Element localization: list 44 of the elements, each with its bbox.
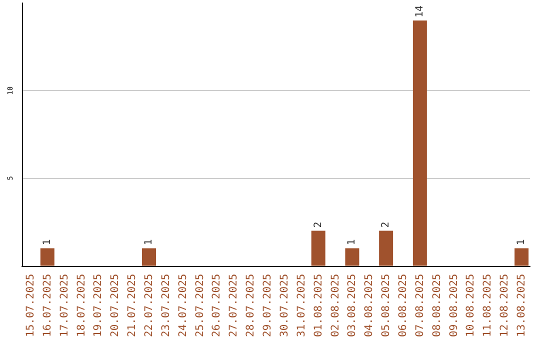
bar bbox=[311, 230, 326, 266]
data-label: 1 bbox=[346, 239, 358, 246]
x-tick-label: 17.07.2025 bbox=[58, 274, 70, 338]
x-tick-label: 03.08.2025 bbox=[346, 274, 358, 338]
x-tick-label: 24.07.2025 bbox=[176, 274, 189, 338]
x-tick-label: 22.07.2025 bbox=[143, 274, 155, 338]
x-tick-label: 12.08.2025 bbox=[498, 274, 511, 338]
x-tick-label: 05.08.2025 bbox=[380, 274, 392, 338]
x-tick-label: 02.08.2025 bbox=[329, 274, 342, 338]
data-label: 14 bbox=[414, 5, 426, 18]
x-tick-label: 08.08.2025 bbox=[430, 274, 443, 338]
x-tick-label: 28.07.2025 bbox=[244, 274, 257, 338]
x-tick-label: 04.08.2025 bbox=[363, 274, 376, 338]
bar bbox=[514, 248, 529, 266]
x-tick-label: 31.07.2025 bbox=[295, 274, 308, 338]
data-label: 2 bbox=[380, 222, 392, 228]
x-tick-label: 21.07.2025 bbox=[126, 274, 138, 338]
x-tick-label: 19.07.2025 bbox=[92, 274, 104, 338]
data-label: 1 bbox=[42, 239, 53, 246]
x-tick-label: 15.07.2025 bbox=[24, 274, 36, 338]
x-tick-label: 29.07.2025 bbox=[262, 274, 274, 338]
x-tick-label: 27.07.2025 bbox=[228, 274, 240, 338]
x-tick-label: 18.07.2025 bbox=[75, 274, 88, 338]
data-label: 2 bbox=[312, 222, 324, 228]
x-tick-label: 23.07.2025 bbox=[160, 274, 172, 338]
x-tick-label: 11.08.2025 bbox=[482, 274, 494, 338]
x-tick-label: 06.08.2025 bbox=[397, 274, 409, 338]
x-tick-label: 25.07.2025 bbox=[194, 274, 206, 338]
x-tick-label: 01.08.2025 bbox=[312, 274, 324, 338]
bar bbox=[412, 20, 427, 266]
x-tick-label: 30.07.2025 bbox=[278, 274, 290, 338]
data-label: 1 bbox=[516, 239, 528, 246]
x-tick-label: 13.08.2025 bbox=[516, 274, 528, 338]
x-tick-label: 07.08.2025 bbox=[414, 274, 426, 338]
x-tick-label: 20.07.2025 bbox=[109, 274, 122, 338]
x-tick-label: 10.08.2025 bbox=[464, 274, 477, 338]
bar bbox=[379, 230, 394, 266]
bar bbox=[345, 248, 360, 266]
x-tick-label: 26.07.2025 bbox=[210, 274, 223, 338]
bar bbox=[142, 248, 156, 266]
bar bbox=[40, 248, 54, 266]
x-tick-label: 16.07.2025 bbox=[41, 274, 54, 338]
data-label: 1 bbox=[144, 239, 154, 246]
x-tick-label: 09.08.2025 bbox=[448, 274, 460, 338]
